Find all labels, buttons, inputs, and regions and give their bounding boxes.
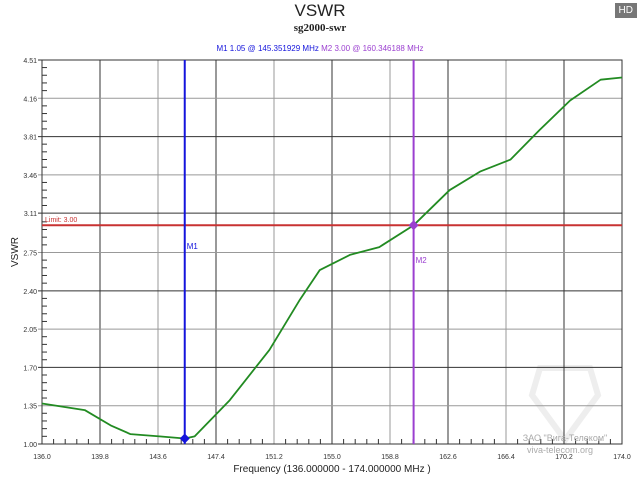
x-tick-label: 147.4	[207, 454, 225, 461]
x-tick-label: 170.2	[555, 454, 573, 461]
chart-title: VSWR	[294, 1, 346, 20]
marker-m1-diamond	[179, 433, 190, 444]
x-tick-label: 158.8	[381, 454, 399, 461]
x-tick-label: 166.4	[497, 454, 515, 461]
y-tick-label: 1.35	[23, 404, 37, 411]
y-tick-label: 2.75	[23, 251, 37, 258]
y-tick-label: 3.11	[24, 211, 37, 218]
x-tick-label: 136.0	[33, 454, 51, 461]
x-tick-label: 174.0	[613, 454, 631, 461]
limit-label: Limit: 3.00	[45, 217, 77, 224]
marker-m2-label: M2	[416, 256, 428, 265]
y-axis-label: VSWR	[10, 237, 21, 267]
y-tick-label: 3.81	[23, 135, 37, 142]
vswr-series-line	[41, 76, 623, 440]
watermark-shield-icon	[528, 365, 602, 446]
x-axis-label: Frequency (136.000000 - 174.000000 MHz )	[233, 464, 430, 475]
marker-m1-readout: M1 1.05 @ 145.351929 MHz	[216, 44, 319, 53]
marker-m2-diamond	[408, 220, 419, 231]
watermark-line1: ЗАО "Вига-Телеком"	[523, 433, 607, 443]
y-tick-label: 1.70	[23, 365, 37, 372]
marker-m1-label: M1	[187, 242, 199, 251]
x-tick-label: 139.8	[91, 454, 109, 461]
y-tick-label: 4.16	[23, 96, 37, 103]
marker-m2-readout: M2 3.00 @ 160.346188 MHz	[321, 44, 424, 53]
watermark-line2: viva-telecom.org	[527, 445, 593, 455]
x-tick-label: 155.0	[323, 454, 341, 461]
y-tick-label: 1.00	[23, 442, 37, 449]
y-tick-label: 4.51	[23, 58, 37, 65]
x-tick-label: 151.2	[265, 454, 283, 461]
y-tick-label: 2.05	[23, 327, 37, 334]
marker-readouts: M1 1.05 @ 145.351929 MHz M2 3.00 @ 160.3…	[0, 44, 640, 53]
plot-frame	[41, 59, 623, 445]
x-tick-label: 143.6	[149, 454, 167, 461]
y-tick-label: 3.46	[23, 173, 37, 180]
x-tick-label: 162.6	[439, 454, 457, 461]
hd-badge[interactable]: HD	[614, 3, 637, 18]
y-tick-label: 2.40	[23, 289, 37, 296]
chart-subtitle: sg2000-swr	[293, 22, 347, 34]
